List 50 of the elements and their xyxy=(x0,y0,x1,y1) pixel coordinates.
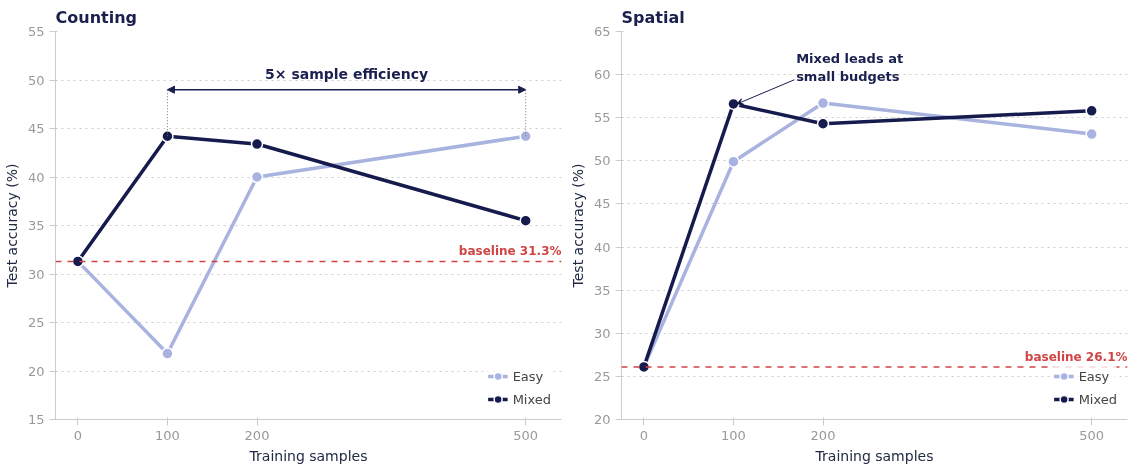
y-tick-label: 45 xyxy=(27,121,45,136)
point xyxy=(161,347,174,360)
y-tick-label: 15 xyxy=(27,412,45,427)
point xyxy=(1085,127,1098,141)
y-tick-label: 30 xyxy=(593,325,611,341)
annotation: 5× sample efficiency xyxy=(265,65,429,82)
annotation: Mixed leads at small budgets xyxy=(796,50,904,84)
y-axis-title: Test accuracy (%) xyxy=(569,163,586,289)
point xyxy=(816,117,830,130)
y-tick-label: 40 xyxy=(593,239,611,255)
point xyxy=(1085,104,1098,118)
y-tick-label: 60 xyxy=(593,67,611,83)
x-tick-label: 100 xyxy=(155,427,180,443)
y-tick-label: 20 xyxy=(27,363,45,379)
legend-label: Mixed xyxy=(1078,391,1117,407)
y-tick-label: 35 xyxy=(27,218,45,233)
y-tick-label: 50 xyxy=(27,72,45,88)
point xyxy=(250,137,264,151)
x-tick-label: 100 xyxy=(721,427,746,443)
y-tick-label: 45 xyxy=(593,196,611,212)
point xyxy=(816,96,830,110)
y-tick-label: 25 xyxy=(593,368,611,384)
legend-label: Easy xyxy=(512,368,544,384)
point xyxy=(250,170,264,184)
ref-line-label: baseline 26.1% xyxy=(1024,349,1128,364)
x-tick-label: 500 xyxy=(513,427,539,443)
x-tick-label: 0 xyxy=(639,427,649,443)
y-tick-label: 40 xyxy=(27,169,45,185)
x-axis-title: Training samples xyxy=(248,447,368,464)
legend-label: Mixed xyxy=(512,391,551,407)
y-tick-label: 55 xyxy=(593,110,611,126)
y-axis-title: Test accuracy (%) xyxy=(3,163,20,289)
y-tick-label: 30 xyxy=(27,266,45,282)
x-tick-label: 200 xyxy=(244,427,270,443)
legend-label: Easy xyxy=(1078,368,1110,384)
x-tick-label: 500 xyxy=(1079,427,1105,443)
x-tick-label: 200 xyxy=(810,427,836,443)
x-axis-title: Training samples xyxy=(814,447,934,464)
x-tick-label: 0 xyxy=(73,427,83,443)
ref-line-label: baseline 31.3% xyxy=(458,244,562,259)
chart-title: Spatial xyxy=(621,7,685,27)
y-tick-label: 35 xyxy=(593,282,611,298)
y-tick-label: 25 xyxy=(27,315,45,330)
y-tick-label: 20 xyxy=(593,412,611,427)
y-tick-label: 65 xyxy=(593,24,611,39)
point xyxy=(727,97,740,111)
y-tick-label: 50 xyxy=(593,153,611,169)
chart-title: Counting xyxy=(55,7,137,27)
y-tick-label: 55 xyxy=(27,24,45,39)
point xyxy=(161,130,174,143)
